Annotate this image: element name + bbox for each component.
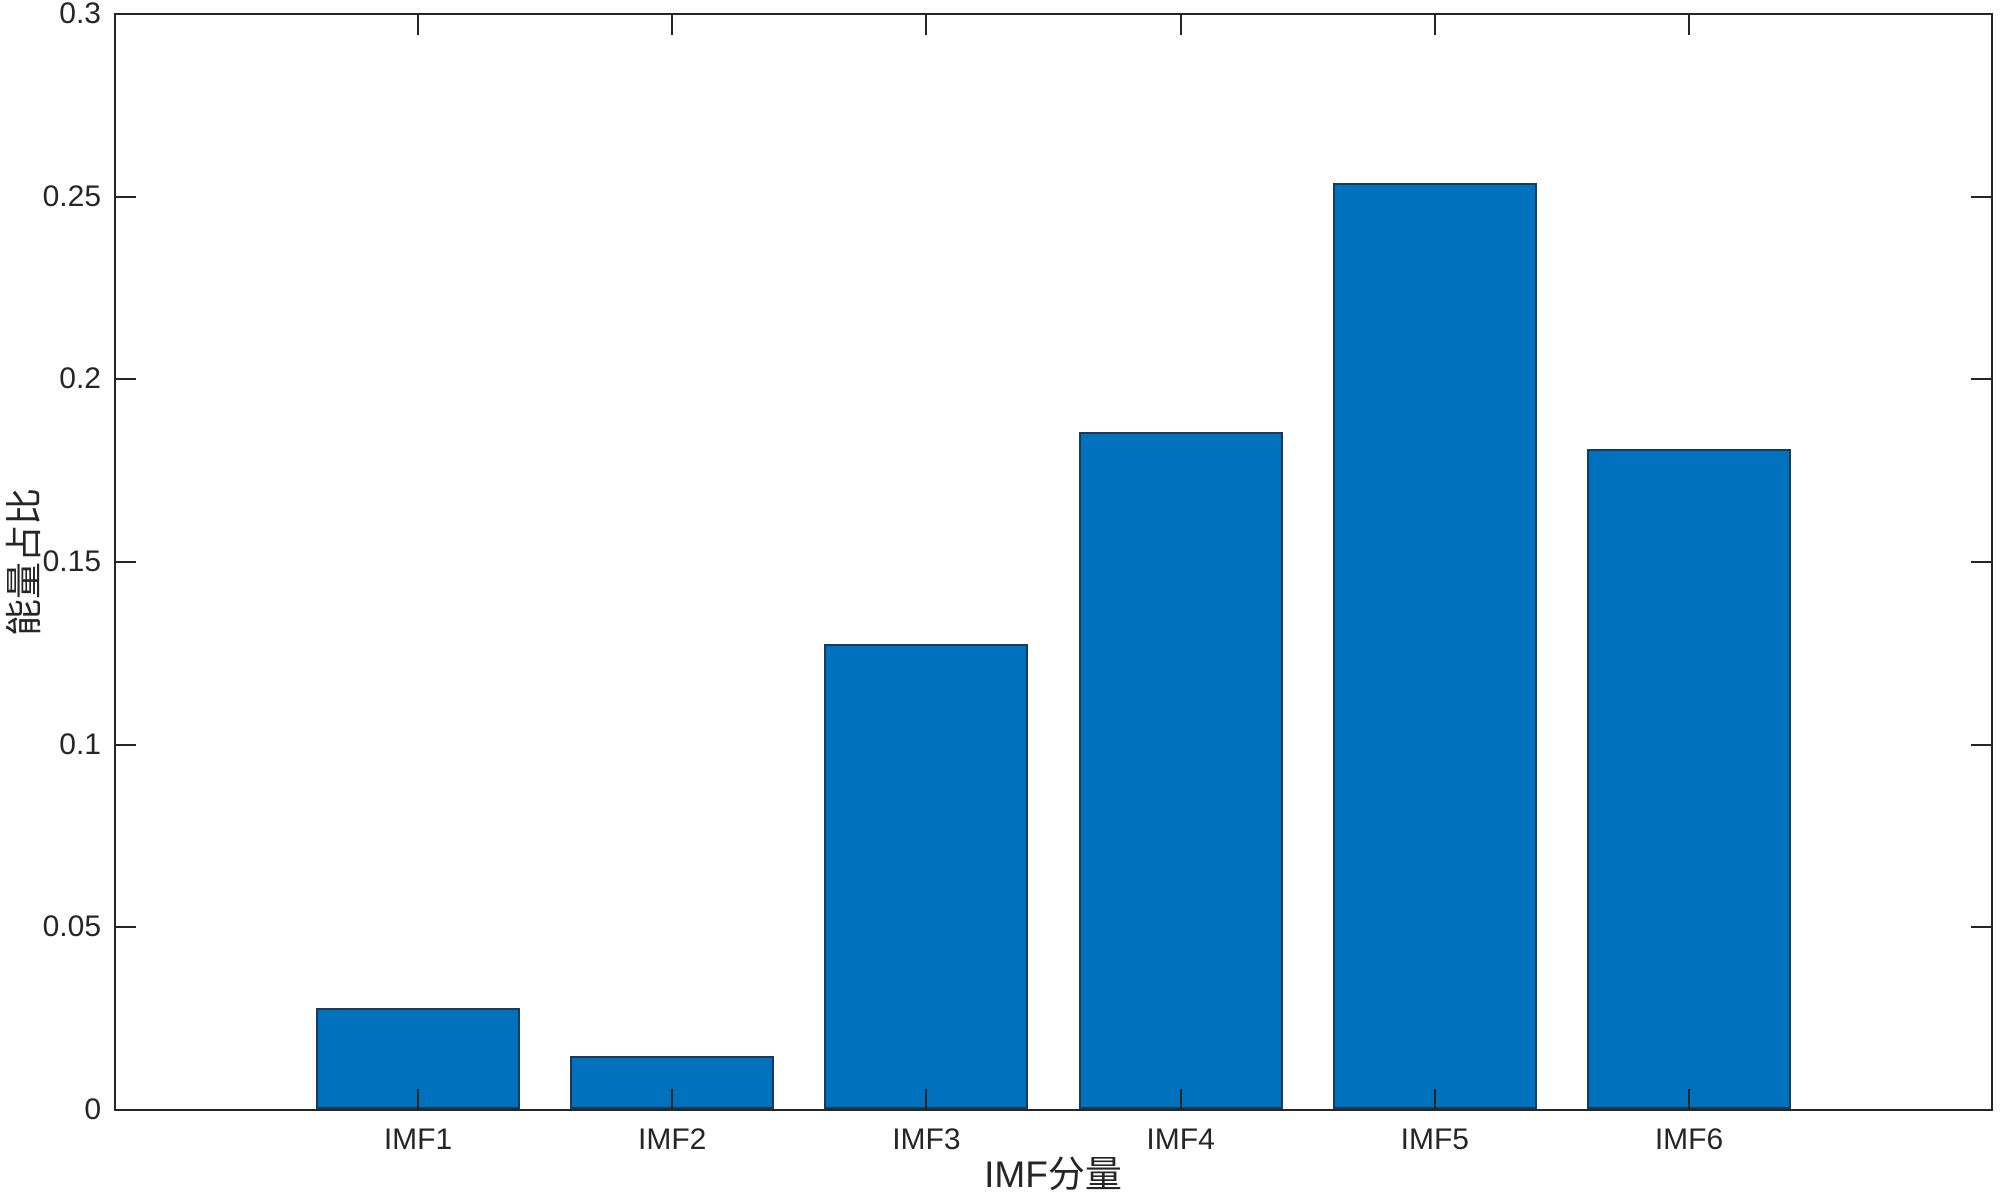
- y-tick-label-0: 0: [84, 1093, 101, 1126]
- y-tick-right-0.1: [1971, 743, 1991, 746]
- y-tick-label-0.25: 0.25: [42, 179, 101, 213]
- x-tick-bottom-IMF1: [417, 1089, 419, 1109]
- y-tick-left-0.2: [116, 378, 136, 381]
- y-tick-right-0.3: [1971, 13, 1991, 15]
- x-tick-top-IMF1: [417, 15, 419, 35]
- x-tick-label-IMF1: IMF1: [383, 1123, 453, 1156]
- bar-IMF4: [1078, 432, 1283, 1109]
- x-tick-top-IMF2: [671, 15, 674, 35]
- y-tick-label-0.2: 0.2: [59, 362, 101, 396]
- y-tick-label-0.15: 0.15: [42, 545, 101, 578]
- x-tick-bottom-IMF3: [925, 1089, 928, 1109]
- x-tick-top-IMF6: [1688, 15, 1690, 35]
- y-tick-left-0.15: [116, 561, 136, 563]
- y-tick-right-0.05: [1971, 926, 1991, 929]
- x-tick-label-IMF6: IMF6: [1654, 1123, 1724, 1156]
- y-tick-left-0: [116, 1109, 136, 1111]
- x-tick-label-IMF4: IMF4: [1146, 1123, 1215, 1156]
- x-tick-top-IMF3: [925, 15, 928, 35]
- bar-IMF6: [1587, 449, 1791, 1109]
- y-tick-left-0.25: [116, 195, 136, 198]
- y-tick-left-0.05: [116, 926, 136, 929]
- y-tick-label-0.05: 0.05: [42, 910, 101, 944]
- x-tick-label-IMF3: IMF3: [892, 1123, 961, 1156]
- x-tick-bottom-IMF2: [671, 1089, 674, 1109]
- x-tick-top-IMF4: [1179, 15, 1182, 35]
- x-tick-label-IMF2: IMF2: [638, 1123, 707, 1156]
- x-tick-bottom-IMF6: [1688, 1089, 1690, 1109]
- x-tick-top-IMF5: [1433, 15, 1436, 35]
- bar-IMF3: [824, 644, 1029, 1109]
- y-tick-right-0: [1971, 1109, 1991, 1111]
- y-tick-label-0.1: 0.1: [59, 727, 101, 761]
- y-tick-left-0.3: [116, 13, 136, 15]
- y-tick-label-0.3: 0.3: [59, 0, 101, 30]
- x-tick-label-IMF5: IMF5: [1400, 1123, 1469, 1156]
- y-tick-right-0.15: [1971, 561, 1991, 563]
- bar-IMF5: [1332, 183, 1537, 1109]
- x-tick-bottom-IMF4: [1179, 1089, 1182, 1109]
- x-axis-title: IMF分量: [984, 1154, 1122, 1195]
- y-tick-right-0.25: [1971, 195, 1991, 198]
- y-tick-right-0.2: [1971, 378, 1991, 381]
- x-tick-bottom-IMF5: [1433, 1089, 1436, 1109]
- y-tick-left-0.1: [116, 743, 136, 746]
